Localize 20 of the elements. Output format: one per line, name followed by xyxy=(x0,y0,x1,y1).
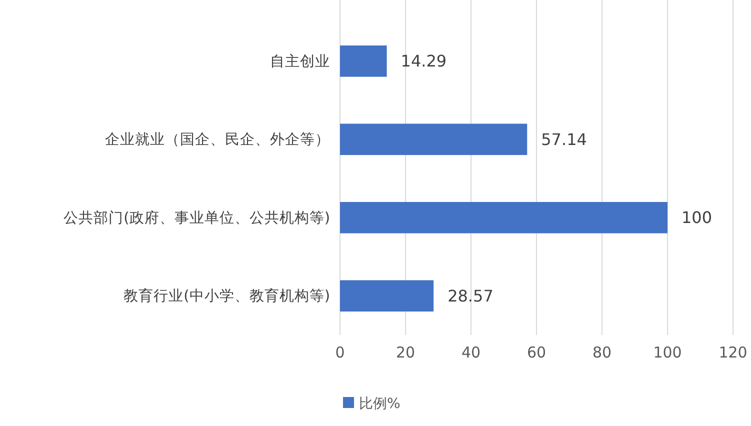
x-tick-label: 20 xyxy=(396,344,416,362)
data-label: 28.57 xyxy=(448,286,494,306)
x-tick-label: 60 xyxy=(526,344,546,362)
x-tick-label: 80 xyxy=(592,344,612,362)
bar xyxy=(340,280,434,312)
legend-label: 比例% xyxy=(359,396,400,412)
bar xyxy=(340,202,668,234)
bar xyxy=(340,124,528,156)
data-label: 100 xyxy=(682,208,712,228)
x-tick-label: 0 xyxy=(335,344,345,362)
data-label: 14.29 xyxy=(400,52,447,71)
data-label: 57.14 xyxy=(541,130,587,149)
y-tick-label: 教育行业(中小学、教育机构等) xyxy=(124,288,330,305)
y-tick-label: 企业就业（国企、民企、外企等） xyxy=(105,131,330,148)
x-tick-label: 40 xyxy=(461,344,481,362)
x-tick-label: 100 xyxy=(653,344,682,362)
x-tick-label: 120 xyxy=(718,344,748,362)
bar xyxy=(340,45,387,77)
y-tick-label: 自主创业 xyxy=(270,52,330,70)
y-tick-label: 公共部门(政府、事业单位、公共机构等) xyxy=(64,209,330,226)
